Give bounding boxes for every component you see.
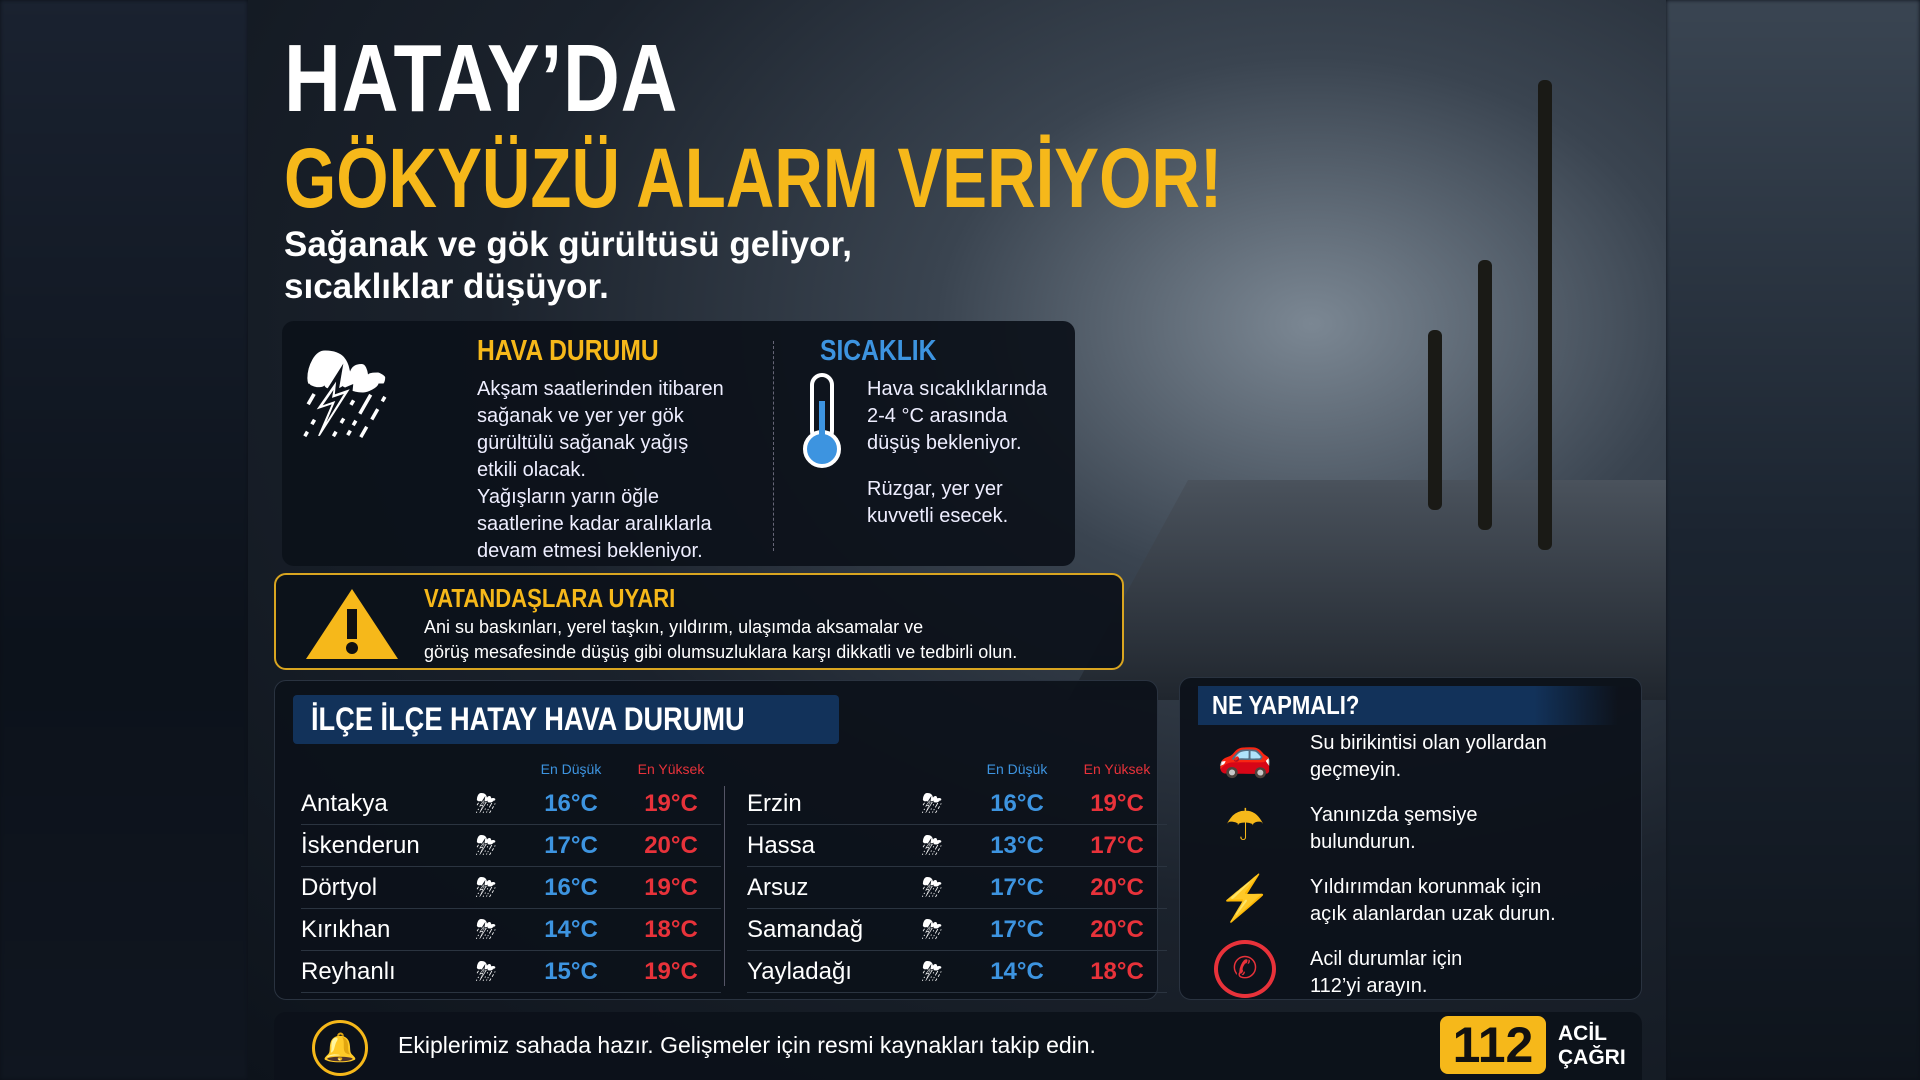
- footer-bar: 🔔 Ekiplerimiz sahada hazır. Gelişmeler i…: [274, 1012, 1642, 1080]
- divider: [773, 341, 774, 551]
- tips-heading: NE YAPMALI?: [1212, 690, 1360, 720]
- low-temp: 14°C: [544, 915, 598, 943]
- weather-heading: HAVA DURUMU: [477, 335, 659, 367]
- title-line1: HATAY’DA: [284, 25, 679, 132]
- table-row: Kırıkhan ⛈ 14°C 18°C: [301, 909, 721, 951]
- table-row: Yayladağı ⛈ 14°C 18°C: [747, 951, 1167, 993]
- tips-heading-box: NE YAPMALI?: [1198, 686, 1618, 725]
- district-name: Hassa: [747, 831, 816, 859]
- high-temp: 19°C: [644, 873, 698, 901]
- high-temp: 18°C: [1090, 957, 1144, 985]
- table-row: Erzin ⛈ 16°C 19°C: [747, 783, 1167, 825]
- storm-cloud-icon: ⛈: [475, 955, 497, 986]
- district-name: Arsuz: [747, 873, 809, 901]
- temperature-text: Hava sıcaklıklarında 2-4 °C arasında düşüş…: [867, 378, 1048, 454]
- phone-icon: ✆: [1214, 940, 1276, 998]
- divider: [724, 786, 725, 986]
- warning-heading: VATANDAŞLARA UYARI: [424, 583, 676, 613]
- tip-item: Su birikintisi olan yollardan geçmeyin.: [1310, 732, 1547, 781]
- subtitle: Sağanak ve gök gürültüsü geliyor, sıcaklı…: [284, 224, 852, 308]
- storm-cloud-icon: ⛈: [475, 787, 497, 818]
- storm-cloud-icon: ⛈: [921, 871, 943, 902]
- footer-text: Ekiplerimiz sahada hazır. Gelişmeler içi…: [398, 1032, 1096, 1058]
- what-to-do-card: NE YAPMALI? 🚗 Su birikintisi olan yollar…: [1179, 677, 1642, 1000]
- palm-tree: [1478, 260, 1492, 530]
- emergency-number-badge: 112: [1440, 1016, 1546, 1074]
- low-temp: 16°C: [990, 789, 1044, 817]
- palm-tree: [1538, 80, 1552, 550]
- subtitle-line: sıcaklıklar düşüyor.: [284, 267, 609, 306]
- table-row: Samandağ ⛈ 17°C 20°C: [747, 909, 1167, 951]
- storm-cloud-icon: ⛈: [921, 913, 943, 944]
- high-temp: 19°C: [644, 957, 698, 985]
- high-temp: 17°C: [1090, 831, 1144, 859]
- district-name: Samandağ: [747, 915, 864, 943]
- district-name: Kırıkhan: [301, 915, 391, 943]
- high-temp: 19°C: [1090, 789, 1144, 817]
- wind-text: Rüzgar, yer yer kuvvetli esecek.: [867, 478, 1009, 527]
- district-weather-table: İLÇE İLÇE HATAY HAVA DURUMU En Düşük En …: [274, 680, 1167, 1000]
- district-name: Antakya: [301, 789, 388, 817]
- high-temp: 20°C: [1090, 873, 1144, 901]
- storm-cloud-icon: ⛈: [921, 955, 943, 986]
- table-row: Arsuz ⛈ 17°C 20°C: [747, 867, 1167, 909]
- district-heading-box: İLÇE İLÇE HATAY HAVA DURUMU: [293, 695, 840, 744]
- emergency-label: ACİL ÇAĞRI: [1558, 1022, 1626, 1069]
- table-row: Dörtyol ⛈ 16°C 19°C: [301, 867, 721, 909]
- umbrella-icon: ☂: [1225, 801, 1265, 850]
- blurred-background-left: [0, 0, 248, 1080]
- tip-item: Yıldırımdan korunmak için açık alanlardan…: [1310, 876, 1556, 925]
- high-temp: 20°C: [644, 831, 698, 859]
- thermometer-icon: [803, 373, 841, 468]
- warning-text: Ani su baskınları, yerel taşkın, yıldırı…: [424, 617, 1018, 662]
- subtitle-line: Sağanak ve gök gürültüsü geliyor,: [284, 225, 852, 264]
- district-name: Erzin: [747, 789, 802, 817]
- palm-tree: [1428, 330, 1442, 510]
- storm-cloud-icon: ⛈: [302, 334, 390, 457]
- tip-item: Acil durumlar için 112’yi arayın.: [1310, 948, 1463, 997]
- high-temp: 20°C: [1090, 915, 1144, 943]
- storm-cloud-icon: ⛈: [921, 829, 943, 860]
- high-column-header: En Yüksek: [1083, 761, 1151, 777]
- lightning-icon: ⚡: [1217, 874, 1273, 923]
- low-temp: 16°C: [544, 873, 598, 901]
- title-line2: GÖKYÜZÜ ALARM VERİYOR!: [284, 131, 1223, 225]
- district-name: Dörtyol: [301, 873, 378, 901]
- tip-item: Yanınızda şemsiye bulundurun.: [1310, 804, 1478, 853]
- warning-icon: [306, 589, 398, 659]
- bell-icon: 🔔: [312, 1020, 368, 1076]
- temperature-heading: SICAKLIK: [820, 335, 937, 367]
- storm-cloud-icon: ⛈: [475, 871, 497, 902]
- storm-cloud-icon: ⛈: [921, 787, 943, 818]
- weather-text: Akşam saatlerinden itibaren sağanak ve ye…: [477, 378, 724, 562]
- citizen-warning: VATANDAŞLARA UYARI Ani su baskınları, ye…: [274, 573, 1124, 670]
- table-row: Antakya ⛈ 16°C 19°C: [301, 783, 721, 825]
- low-temp: 17°C: [990, 873, 1044, 901]
- low-temp: 15°C: [544, 957, 598, 985]
- seaside-road: [1068, 480, 1666, 700]
- storm-cloud-icon: ⛈: [475, 913, 497, 944]
- low-temp: 16°C: [544, 789, 598, 817]
- district-heading: İLÇE İLÇE HATAY HAVA DURUMU: [311, 701, 745, 737]
- low-column-header: En Düşük: [540, 761, 602, 777]
- table-row: İskenderun ⛈ 17°C 20°C: [301, 825, 721, 867]
- storm-cloud-icon: ⛈: [475, 829, 497, 860]
- low-temp: 17°C: [990, 915, 1044, 943]
- high-column-header: En Yüksek: [637, 761, 705, 777]
- district-name: Yayladağı: [747, 957, 852, 985]
- high-temp: 19°C: [644, 789, 698, 817]
- high-temp: 18°C: [644, 915, 698, 943]
- weather-card: ⛈ HAVA DURUMU Akşam saatlerinden itibare…: [282, 321, 1075, 566]
- low-temp: 14°C: [990, 957, 1044, 985]
- table-row: Hassa ⛈ 13°C 17°C: [747, 825, 1167, 867]
- flooded-car-icon: 🚗: [1217, 730, 1273, 779]
- blurred-background-right: [1666, 0, 1920, 1080]
- district-name: İskenderun: [301, 831, 420, 859]
- low-temp: 13°C: [990, 831, 1044, 859]
- district-name: Reyhanlı: [301, 957, 396, 985]
- low-column-header: En Düşük: [986, 761, 1048, 777]
- low-temp: 17°C: [544, 831, 598, 859]
- table-row: Reyhanlı ⛈ 15°C 19°C: [301, 951, 721, 993]
- poster: HATAY’DA GÖKYÜZÜ ALARM VERİYOR! Sağanak …: [248, 0, 1666, 1080]
